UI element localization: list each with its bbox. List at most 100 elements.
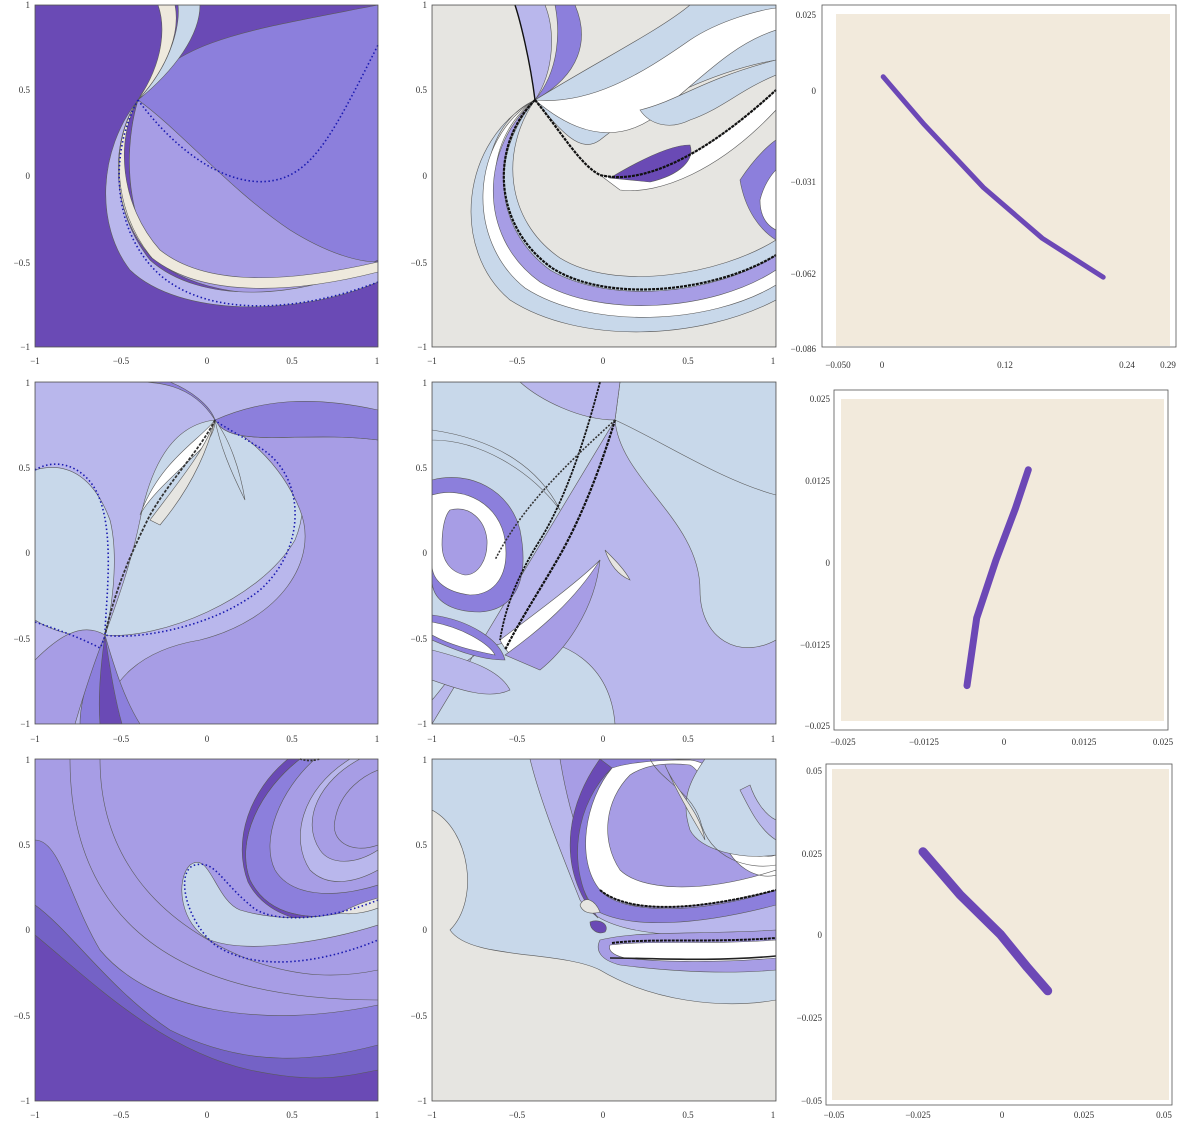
x-ticks-row1-left: −1 −0.5 0 0.5 1 <box>30 356 379 366</box>
x-tick: 0.5 <box>286 1110 298 1120</box>
black-curve-3-row1-middle <box>514 4 536 101</box>
x-ticks-row2-middle: −1 −0.5 0 0.5 1 <box>427 734 775 744</box>
y-ticks-row1-left: −1 −0.5 0 0.5 1 <box>14 0 31 352</box>
y-tick: −1 <box>417 719 427 729</box>
x-ticks-row1-right: −0.050 0 0.12 0.24 0.29 <box>825 360 1176 370</box>
x-tick: −0.5 <box>509 356 526 366</box>
x-tick: −0.5 <box>113 1110 130 1120</box>
x-tick: −1 <box>427 1110 437 1120</box>
x-tick: 1 <box>771 356 776 366</box>
y-tick: −0.5 <box>14 1011 31 1021</box>
y-tick: 0.5 <box>19 85 31 95</box>
y-ticks-row2-right: −0.025 −0.0125 0 0.0125 0.025 <box>800 394 830 731</box>
zoom-background <box>841 399 1164 721</box>
panel-row3-left: −1 −0.5 0 0.5 1 −1 −0.5 0 0.5 1 <box>14 755 380 1120</box>
y-tick: 0 <box>423 548 428 558</box>
x-tick: −0.5 <box>113 356 130 366</box>
y-tick: −1 <box>20 719 30 729</box>
y-tick: −1 <box>417 1096 427 1106</box>
y-tick: 0.5 <box>416 85 428 95</box>
y-tick: −0.5 <box>14 258 31 268</box>
y-tick: 0 <box>423 925 428 935</box>
x-tick: −0.025 <box>830 737 856 747</box>
x-tick: 0 <box>205 734 210 744</box>
x-tick: 0 <box>205 356 210 366</box>
x-tick: 0 <box>601 734 606 744</box>
black-curve-row3-middle <box>599 889 777 908</box>
y-ticks-row1-right: −0.086 −0.062 −0.031 0 0.025 <box>791 10 817 354</box>
x-tick: −1 <box>30 734 40 744</box>
y-tick: 0.5 <box>19 463 31 473</box>
y-tick: 1 <box>423 378 428 388</box>
panel-row3-middle: −1 −0.5 0 0.5 1 −1 −0.5 0 0.5 1 <box>411 755 777 1120</box>
panel-row1-right: −0.086 −0.062 −0.031 0 0.025 −0.050 0 0.… <box>791 4 1177 370</box>
x-tick: 0.12 <box>997 360 1013 370</box>
black-curve-3-row3-middle <box>609 955 777 961</box>
black-curve-row2-left <box>104 419 216 636</box>
contour-fill-row3-left <box>35 759 378 1101</box>
x-tick: 0.05 <box>1156 1110 1172 1120</box>
x-ticks-row3-left: −1 −0.5 0 0.5 1 <box>30 1110 379 1120</box>
x-tick: −1 <box>30 1110 40 1120</box>
black-curve-3-row2-middle <box>494 419 616 561</box>
x-tick: −1 <box>427 734 437 744</box>
x-tick: 0.5 <box>682 1110 694 1120</box>
panel-row3-right: −0.05 −0.025 0 0.025 0.05 −0.05 −0.025 0… <box>797 763 1173 1120</box>
y-ticks-row2-left: −1 −0.5 0 0.5 1 <box>14 378 31 729</box>
y-tick: 0.5 <box>416 840 428 850</box>
x-tick: 1 <box>375 734 380 744</box>
y-tick: 0 <box>818 930 823 940</box>
contour-fill-row1-left <box>35 5 378 347</box>
x-tick: 0.0125 <box>1072 737 1097 747</box>
panel-row1-middle: −1 −0.5 0 0.5 1 −1 −0.5 0 0.5 1 <box>411 0 777 366</box>
x-tick: −1 <box>30 356 40 366</box>
x-tick: −0.5 <box>509 1110 526 1120</box>
x-tick: 0 <box>601 356 606 366</box>
x-ticks-row1-middle: −1 −0.5 0 0.5 1 <box>427 356 775 366</box>
y-tick: 0 <box>423 171 428 181</box>
x-tick: 0.24 <box>1119 360 1135 370</box>
x-tick: −0.5 <box>509 734 526 744</box>
y-tick: −0.0125 <box>800 640 830 650</box>
x-tick: 0.5 <box>682 734 694 744</box>
y-tick: 0 <box>812 86 817 96</box>
x-tick: 0.025 <box>1153 737 1174 747</box>
y-tick: −0.062 <box>791 269 816 279</box>
x-tick: 0.5 <box>286 734 298 744</box>
y-tick: −0.025 <box>797 1013 823 1023</box>
x-ticks-row3-right: −0.05 −0.025 0 0.025 0.05 <box>824 1110 1173 1120</box>
y-tick: 0 <box>26 925 31 935</box>
black-curve-2-row1-middle <box>534 89 777 179</box>
x-ticks-row3-middle: −1 −0.5 0 0.5 1 <box>427 1110 775 1120</box>
zoom-region-row2-right <box>963 466 1032 690</box>
x-tick: 0.5 <box>286 356 298 366</box>
x-tick: −0.5 <box>113 734 130 744</box>
x-tick: −0.05 <box>824 1110 845 1120</box>
panel-row2-right: −0.025 −0.0125 0 0.0125 0.025 −0.025 −0.… <box>800 389 1174 747</box>
x-tick: 0.025 <box>1074 1110 1095 1120</box>
x-tick: −0.050 <box>825 360 851 370</box>
contour-fill-row2-middle <box>432 382 776 724</box>
x-tick: 0 <box>880 360 885 370</box>
x-tick: 0.5 <box>682 356 694 366</box>
y-tick: 0.0125 <box>805 476 830 486</box>
contour-fill-row3-middle <box>432 759 776 1101</box>
x-tick: 0 <box>1002 737 1007 747</box>
x-tick: 0 <box>601 1110 606 1120</box>
y-ticks-row1-middle: −1 −0.5 0 0.5 1 <box>411 0 428 352</box>
x-ticks-row2-left: −1 −0.5 0 0.5 1 <box>30 734 379 744</box>
y-tick: 0.025 <box>796 10 817 20</box>
zoom-region-row1-right <box>880 74 1106 280</box>
y-tick: −1 <box>20 1096 30 1106</box>
black-curve-2-row3-middle <box>611 937 777 944</box>
y-ticks-row3-left: −1 −0.5 0 0.5 1 <box>14 755 31 1106</box>
y-tick: −0.5 <box>14 634 31 644</box>
y-tick: 0.025 <box>810 394 831 404</box>
y-tick: 0.5 <box>416 463 428 473</box>
dotted-curve-row1-left <box>118 99 379 307</box>
x-tick: −1 <box>427 356 437 366</box>
y-tick: −0.086 <box>791 344 817 354</box>
x-tick: 0.29 <box>1160 360 1176 370</box>
y-tick: −0.031 <box>791 177 816 187</box>
